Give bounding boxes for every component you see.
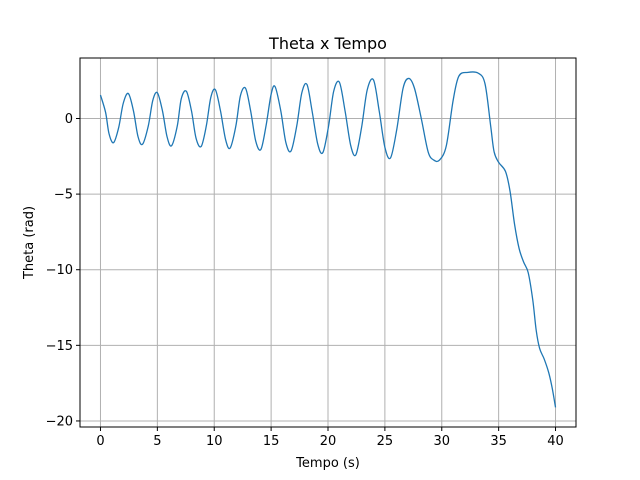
- x-tick-label: 40: [547, 434, 564, 449]
- y-tick-label: 0: [65, 112, 73, 127]
- axis-ticks: 0 5 10 15 20 25 30 35 40 0 −5 −10 −15 −20: [46, 112, 564, 449]
- chart-title: Theta x Tempo: [268, 34, 387, 53]
- y-tick-label: −20: [46, 414, 73, 429]
- x-tick-label: 35: [490, 434, 507, 449]
- y-tick-label: −15: [46, 339, 73, 354]
- x-tick-label: 30: [433, 434, 450, 449]
- theta-series-line: [99, 71, 557, 408]
- y-tick-label: −5: [54, 188, 73, 203]
- y-tick-label: −10: [46, 263, 73, 278]
- x-tick-label: 0: [96, 434, 104, 449]
- x-axis-label: Tempo (s): [295, 456, 360, 471]
- series-layer: [99, 71, 557, 408]
- x-tick-label: 25: [377, 434, 394, 449]
- x-tick-label: 15: [263, 434, 280, 449]
- x-tick-label: 10: [206, 434, 223, 449]
- y-axis-label: Theta (rad): [22, 206, 37, 280]
- x-tick-label: 20: [320, 434, 337, 449]
- x-tick-label: 5: [153, 434, 161, 449]
- grid-lines: [80, 58, 576, 427]
